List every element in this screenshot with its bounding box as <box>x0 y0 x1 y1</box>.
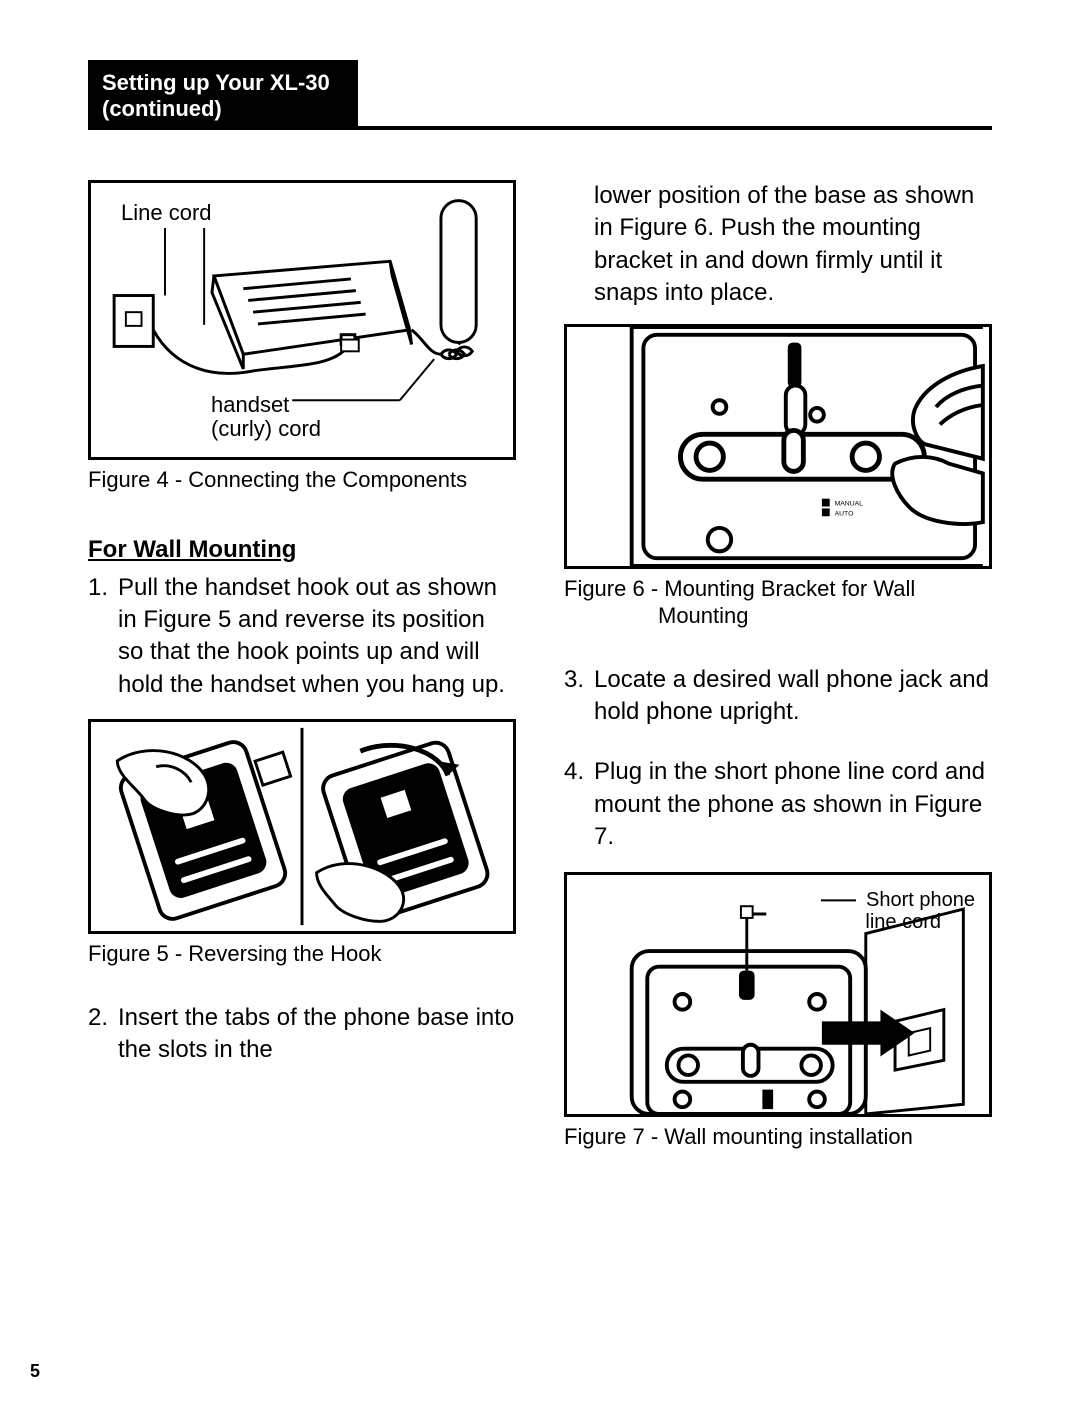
fig6-label-auto: AUTO <box>835 510 854 517</box>
fig4-label-line-cord: Line cord <box>121 201 212 225</box>
figure-4-box: Line cord handset (curly) cord <box>88 180 516 460</box>
continuation-text: lower position of the base as shown in F… <box>564 180 992 310</box>
manual-page: Setting up Your XL-30 (continued) Line c… <box>0 0 1080 1412</box>
step-2-num: 2. <box>88 1002 118 1067</box>
step-2: 2. Insert the tabs of the phone base int… <box>88 1002 516 1067</box>
figure-5-caption: Figure 5 - Reversing the Hook <box>88 940 516 968</box>
section-header-black: Setting up Your XL-30 (continued) <box>88 60 358 126</box>
figure-6-caption: Figure 6 - Mounting Bracket for Wall Mou… <box>564 575 992 630</box>
step-4-num: 4. <box>564 756 594 853</box>
left-steps-2: 2. Insert the tabs of the phone base int… <box>88 1002 516 1067</box>
step-1: 1. Pull the handset hook out as shown in… <box>88 572 516 702</box>
step-3: 3. Locate a desired wall phone jack and … <box>564 664 992 729</box>
step-4: 4. Plug in the short phone line cord and… <box>564 756 992 853</box>
fig5-diagram <box>91 722 513 931</box>
figure-7-caption: Figure 7 - Wall mounting installation <box>564 1123 992 1151</box>
step-3-num: 3. <box>564 664 594 729</box>
step-1-num: 1. <box>88 572 118 702</box>
fig7-label-l1: Short phone <box>866 889 975 911</box>
header-line2: (continued) <box>102 96 222 121</box>
figure-6-caption-l2: Mounting <box>564 602 992 630</box>
page-number: 5 <box>30 1361 40 1382</box>
figure-6-box: MANUAL AUTO <box>564 324 992 569</box>
fig4-label-handset-l1: handset <box>211 393 289 417</box>
right-steps: 3. Locate a desired wall phone jack and … <box>564 664 992 854</box>
fig7-label-l2: line cord <box>865 911 941 933</box>
fig4-label-handset-l2: (curly) cord <box>211 417 321 441</box>
section-header: Setting up Your XL-30 (continued) <box>88 60 992 130</box>
left-steps-1: 1. Pull the handset hook out as shown in… <box>88 572 516 702</box>
figure-7-box: Short phone line cord <box>564 872 992 1117</box>
two-column-layout: Line cord handset (curly) cord <box>88 180 992 1150</box>
header-line1: Setting up Your XL-30 <box>102 70 330 95</box>
right-column: lower position of the base as shown in F… <box>564 180 992 1150</box>
step-3-text: Locate a desired wall phone jack and hol… <box>594 664 992 729</box>
fig6-label-manual: MANUAL <box>835 500 864 507</box>
step-1-text: Pull the handset hook out as shown in Fi… <box>118 572 516 702</box>
figure-5-box <box>88 719 516 934</box>
figure-6-caption-l1: Figure 6 - Mounting Bracket for Wall <box>564 576 915 601</box>
left-column: Line cord handset (curly) cord <box>88 180 516 1150</box>
wall-mounting-heading: For Wall Mounting <box>88 536 516 564</box>
step-4-text: Plug in the short phone line cord and mo… <box>594 756 992 853</box>
figure-4-caption: Figure 4 - Connecting the Components <box>88 466 516 494</box>
fig6-diagram: MANUAL AUTO <box>567 327 989 566</box>
step-2-text: Insert the tabs of the phone base into t… <box>118 1002 516 1067</box>
